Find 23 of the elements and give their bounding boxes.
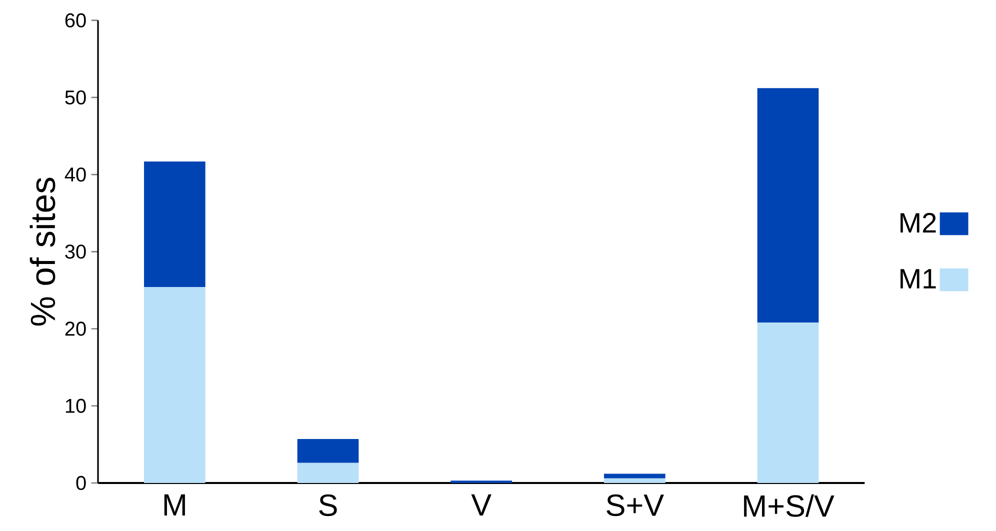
x-tick-label: M+S/V — [744, 494, 834, 517]
y-tick-label: 50 — [65, 90, 86, 105]
y-tick-label: 30 — [65, 244, 86, 259]
bar — [604, 478, 666, 483]
x-tick-label: M — [164, 494, 185, 516]
bar — [757, 88, 819, 323]
bar — [604, 474, 666, 478]
x-tick-label: V — [471, 494, 492, 516]
y-tick-label: 20 — [65, 322, 86, 336]
bar — [297, 462, 359, 483]
bar — [757, 322, 819, 483]
legend-label: M1 — [900, 269, 936, 288]
bar — [144, 161, 206, 288]
x-tick-label: S+V — [606, 494, 664, 516]
bar — [297, 439, 359, 463]
y-tick-label: 40 — [64, 167, 86, 182]
y-tick-label: 0 — [76, 476, 86, 490]
bar — [144, 287, 206, 483]
legend-label: M2 — [900, 212, 936, 232]
y-tick-label: 60 — [65, 13, 86, 28]
y-tick-label: 10 — [66, 398, 86, 413]
y-axis-title: % of sites — [30, 178, 56, 326]
x-tick-label: S — [319, 494, 337, 516]
